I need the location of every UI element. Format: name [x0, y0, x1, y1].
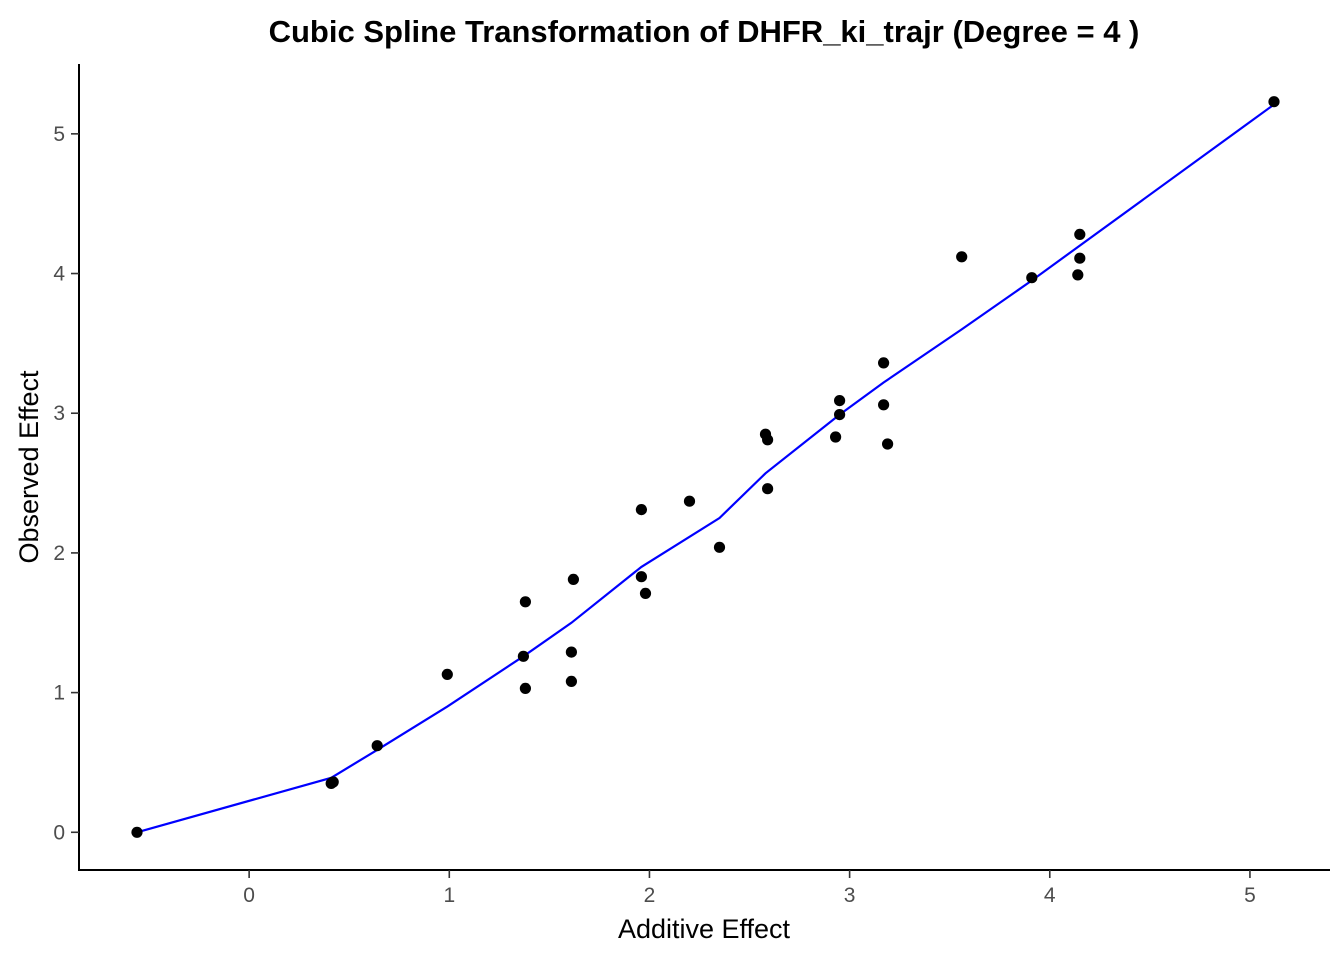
y-tick-label: 4 [53, 263, 65, 286]
data-point [834, 409, 846, 421]
spline-fit-line [136, 103, 1275, 834]
data-point [878, 357, 890, 369]
data-point [327, 776, 339, 788]
chart-title: Cubic Spline Transformation of DHFR_ki_t… [269, 14, 1140, 49]
data-point [371, 740, 383, 752]
y-tick-label: 5 [53, 123, 65, 146]
data-point [567, 573, 580, 586]
data-point [1074, 252, 1086, 264]
data-point [441, 668, 453, 681]
plot-area [131, 96, 1280, 838]
data-point [762, 434, 774, 446]
x-tick-label: 4 [1044, 884, 1056, 907]
x-tick-label: 5 [1244, 884, 1256, 907]
data-point [956, 251, 968, 263]
data-point [882, 438, 894, 450]
data-point [131, 826, 143, 838]
x-tick-label: 1 [443, 884, 455, 907]
y-tick-label: 1 [53, 682, 65, 705]
x-tick-label: 3 [844, 884, 856, 907]
data-point [639, 587, 652, 600]
data-point [519, 682, 532, 695]
data-point [635, 571, 648, 583]
data-point [635, 504, 648, 516]
data-point [878, 399, 890, 411]
data-point [834, 395, 846, 407]
data-point [683, 495, 696, 507]
y-axis-title: Observed Effect [14, 370, 44, 564]
x-tick-label: 0 [243, 884, 255, 907]
data-point [1268, 96, 1280, 108]
data-point [519, 596, 532, 608]
y-tick-label: 2 [53, 542, 65, 565]
x-axis-ticks: 0 1 2 3 4 5 [243, 870, 1256, 907]
data-point [830, 431, 842, 443]
x-axis-title: Additive Effect [618, 914, 791, 944]
data-point [713, 541, 726, 553]
x-tick-label: 2 [644, 884, 656, 907]
y-axis-ticks: 0 1 2 3 4 5 [53, 123, 79, 844]
data-point [1074, 228, 1086, 240]
data-point [1072, 269, 1084, 281]
y-tick-label: 0 [53, 821, 65, 844]
data-point [517, 650, 530, 662]
y-tick-label: 3 [53, 402, 65, 425]
data-point [565, 675, 578, 688]
data-point [1026, 272, 1038, 284]
data-point [762, 483, 774, 495]
data-point [565, 646, 578, 658]
